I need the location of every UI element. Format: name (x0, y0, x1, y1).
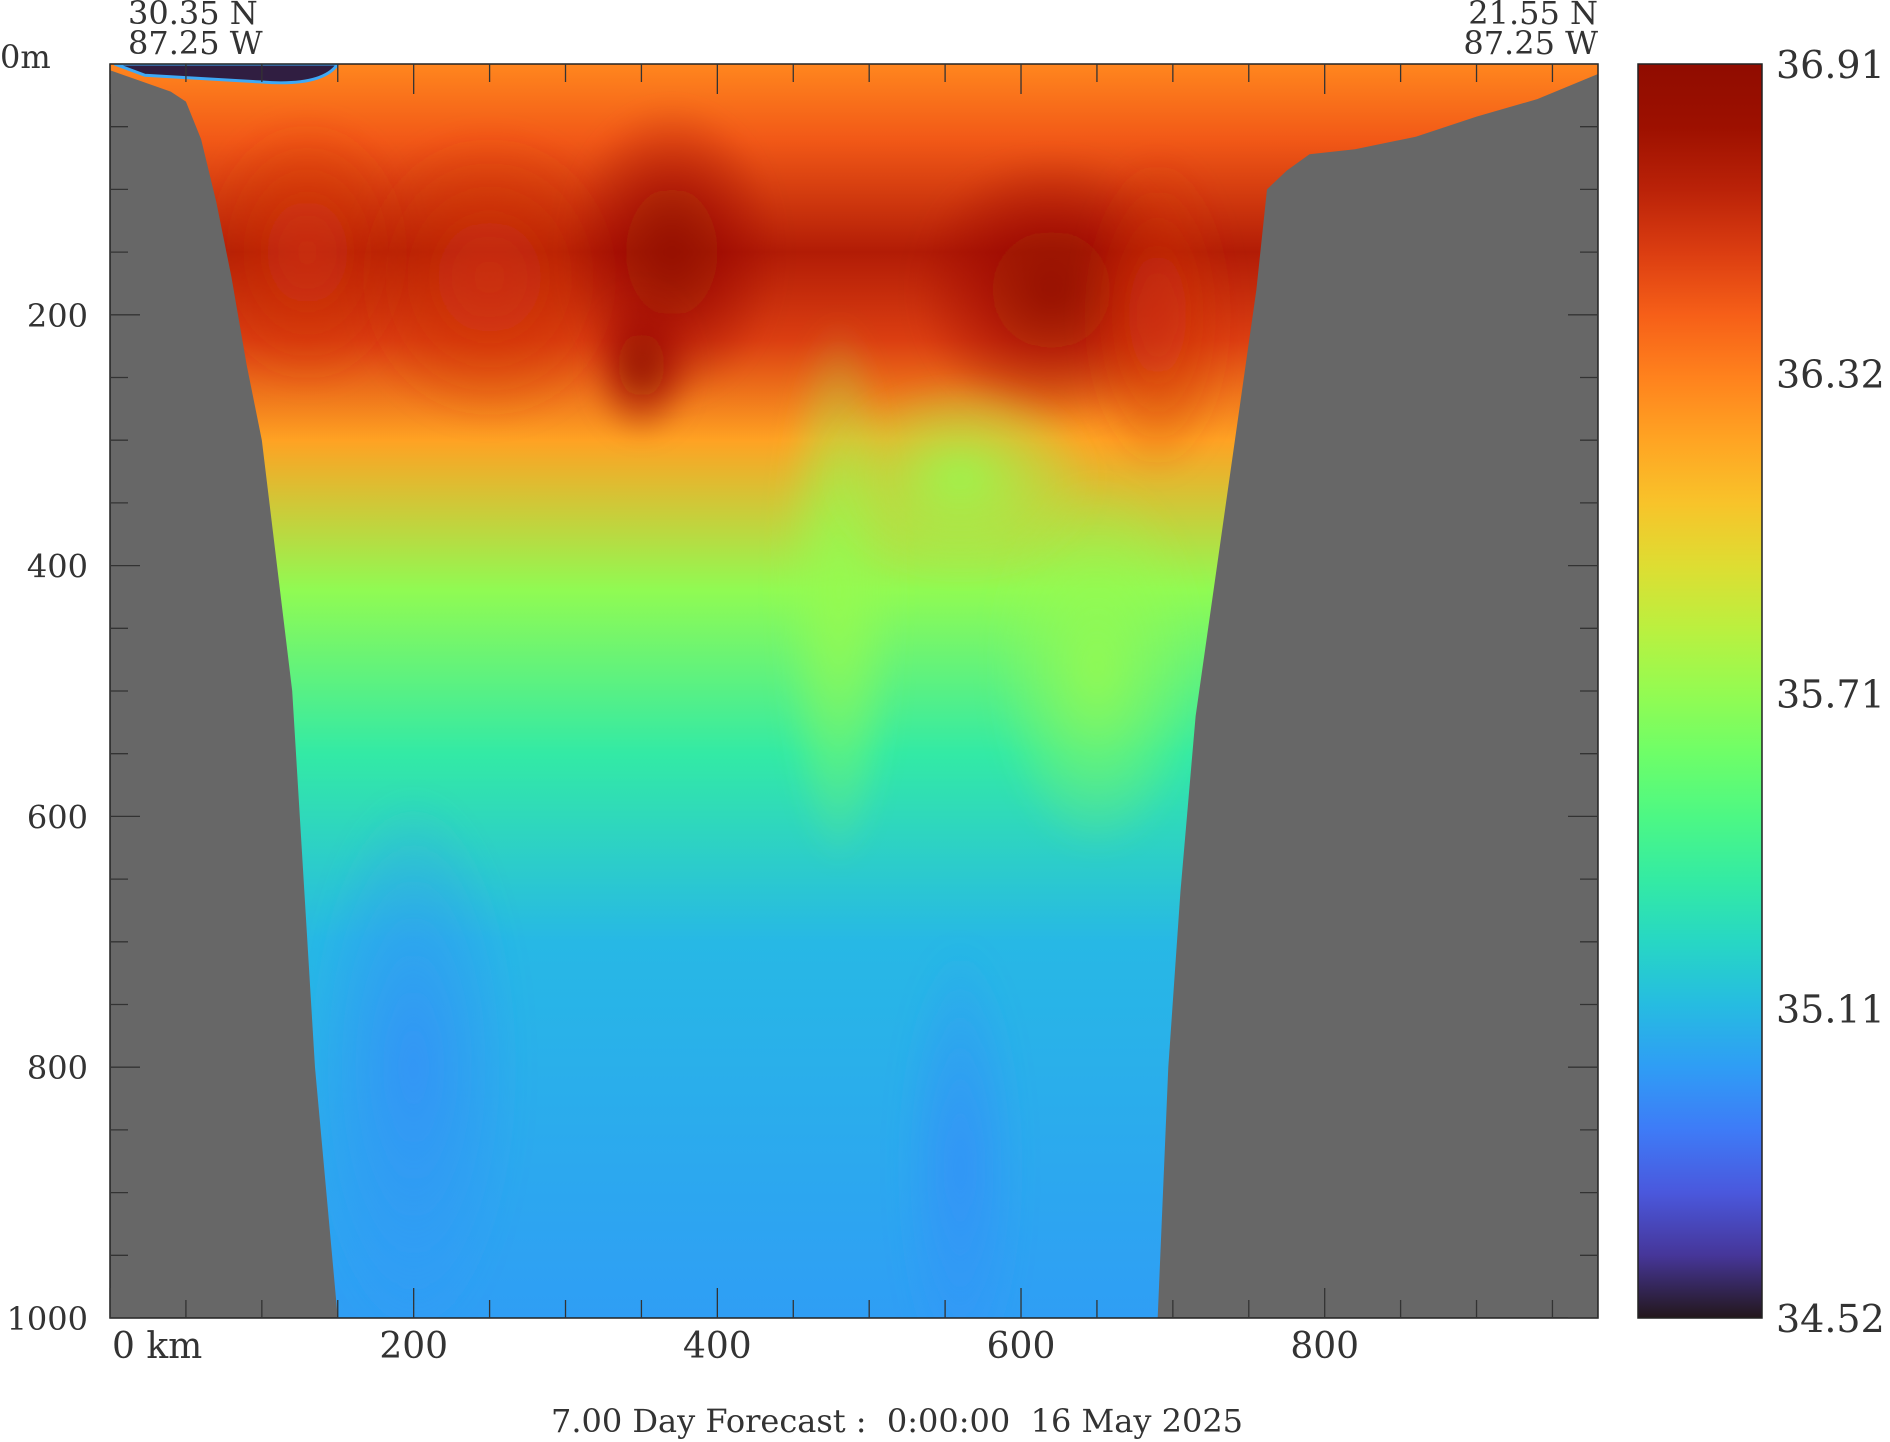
forecast-title: 7.00 Day Forecast : 0:00:00 16 May 2025 (551, 1402, 1243, 1440)
colorbar: 36.91 36.32 35.71 35.11 34.52 (1637, 43, 1885, 1341)
y-tick-label: 400 (27, 548, 88, 586)
colorbar-gradient (1637, 63, 1763, 1319)
y-tick-label: 200 (27, 297, 88, 335)
sea-floor-mask (110, 70, 1598, 1318)
surface-freshwater-lens (114, 64, 340, 85)
colorbar-tick-label: 36.91 (1776, 43, 1885, 87)
y-tick-label: 1000 (7, 1300, 88, 1338)
salinity-feature-8 (823, 377, 1097, 579)
salinity-feature-1 (352, 126, 627, 428)
x-axis-labels: 0 km 200 400 600 800 (112, 1326, 1359, 1367)
salinity-feature-9 (307, 791, 520, 1318)
colorbar-tick-label: 36.32 (1776, 353, 1885, 397)
colorbar-labels: 36.91 36.32 35.71 35.11 34.52 (1776, 43, 1885, 1341)
y-tick-label: 600 (27, 798, 88, 836)
colorbar-tick-label: 34.52 (1776, 1297, 1885, 1341)
salinity-feature-7 (990, 477, 1204, 855)
start-latitude-label: 30.35 N (128, 0, 258, 32)
y-tick-label: 0m (0, 38, 51, 76)
end-longitude-label: 87.25 W (1463, 24, 1598, 62)
colorbar-tick-label: 35.11 (1776, 987, 1885, 1031)
x-tick-label: 0 km (112, 1326, 202, 1367)
axis-ticks (109, 63, 1598, 1319)
location-labels: 30.35 N 87.25 W 21.55 N 87.25 W (128, 0, 1598, 62)
y-tick-label: 800 (27, 1049, 88, 1087)
end-latitude-label: 21.55 N (1468, 0, 1598, 32)
start-longitude-label: 87.25 W (128, 24, 263, 62)
salinity-feature-5 (1081, 151, 1234, 478)
salinity-feature-10 (899, 941, 1022, 1318)
plot-area (109, 63, 1599, 1319)
colorbar-tick-label: 35.71 (1776, 673, 1885, 717)
salinity-feature-3 (588, 289, 695, 441)
x-tick-label: 600 (987, 1326, 1056, 1367)
x-tick-label: 200 (379, 1326, 448, 1367)
x-tick-label: 400 (683, 1326, 752, 1367)
x-tick-label: 800 (1290, 1326, 1359, 1367)
y-axis-labels: 0m 200 400 600 800 1000 (0, 38, 88, 1338)
